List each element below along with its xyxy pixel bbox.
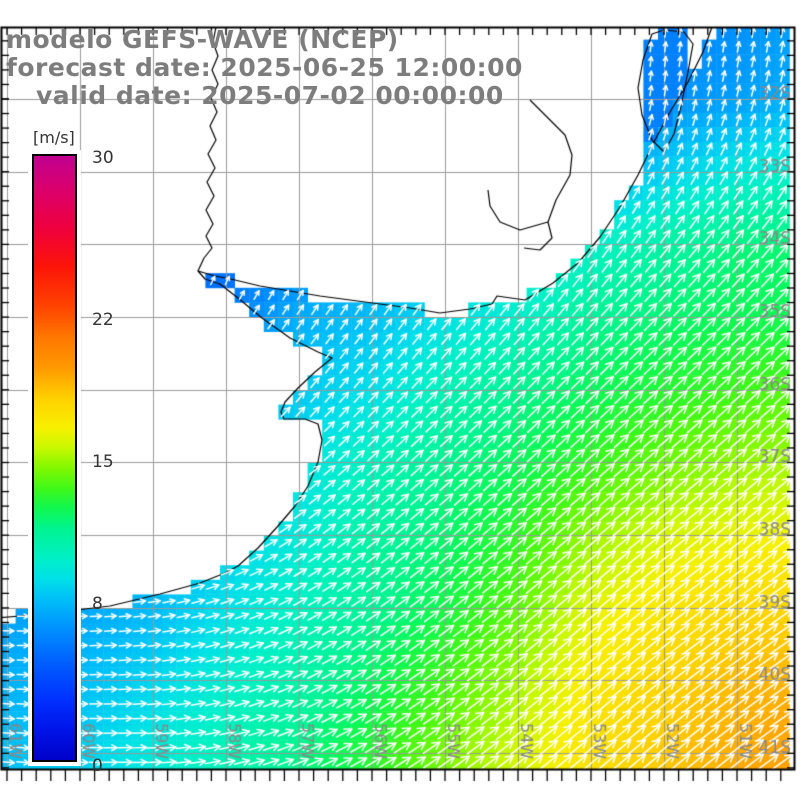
valid-date-line: valid date: 2025-07-02 00:00:00: [36, 81, 504, 110]
colorbar-gradient: [32, 154, 77, 762]
title-block: modelo GEFS-WAVE (NCEP) forecast date: 2…: [6, 26, 523, 110]
colorbar: [m/s]: [29, 128, 80, 765]
model-title: modelo GEFS-WAVE (NCEP): [6, 25, 399, 54]
forecast-date-line: forecast date: 2025-06-25 12:00:00: [6, 53, 523, 82]
colorbar-tick-label: 22: [92, 310, 114, 331]
colorbar-unit-label: [m/s]: [33, 128, 75, 147]
colorbar-tick-label: 0: [92, 756, 103, 776]
colorbar-tick-label: 30: [92, 148, 114, 168]
colorbar-tick-label: 15: [92, 452, 114, 472]
colorbar-frame: [29, 151, 80, 765]
colorbar-tick-label: 8: [92, 593, 103, 614]
